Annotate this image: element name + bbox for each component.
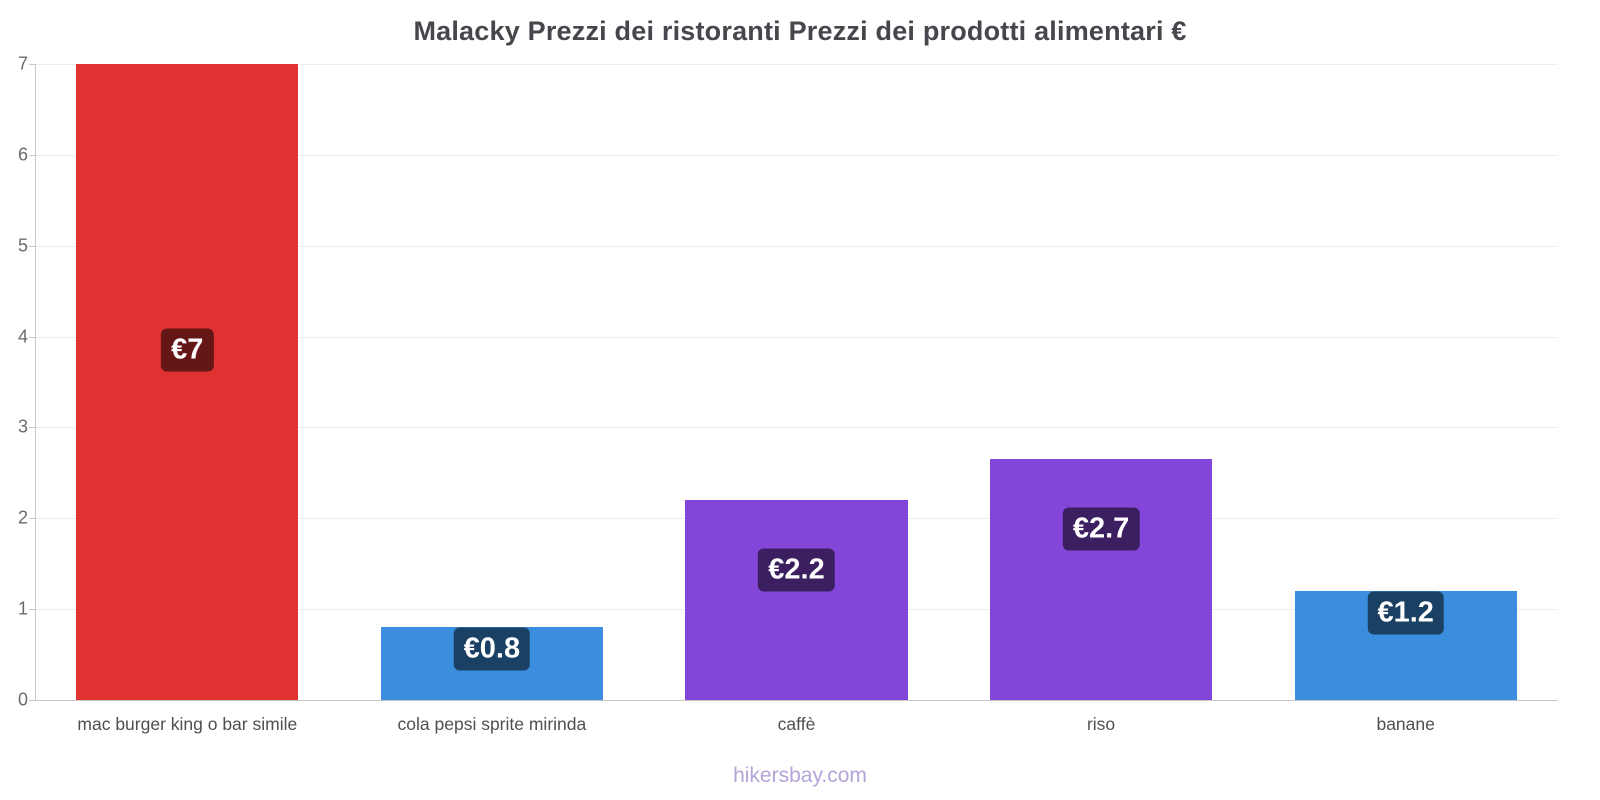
y-axis-tick-label: 2 bbox=[17, 507, 28, 528]
y-axis-tick-label: 6 bbox=[17, 144, 28, 165]
y-axis-tick bbox=[29, 154, 36, 156]
bar-4 bbox=[989, 459, 1213, 700]
bar-slot: €0.8 bbox=[340, 64, 645, 700]
y-axis-tick bbox=[29, 609, 36, 611]
gridline bbox=[35, 154, 1558, 156]
y-axis-tick bbox=[29, 64, 36, 65]
y-axis-tick-label: 3 bbox=[17, 416, 28, 437]
bar-1 bbox=[76, 64, 299, 700]
chart-title: Malacky Prezzi dei ristoranti Prezzi dei… bbox=[413, 16, 1187, 46]
x-axis-baseline bbox=[35, 700, 1558, 701]
y-axis-tick bbox=[29, 336, 36, 338]
y-axis-tick bbox=[29, 245, 36, 247]
category-label: mac burger king o bar simile bbox=[77, 714, 298, 734]
bar-slot: €1.2 bbox=[1253, 64, 1558, 700]
category-label: caffè bbox=[777, 714, 816, 734]
y-axis-tick-label: 4 bbox=[17, 326, 28, 347]
bar-slot: €7 bbox=[35, 64, 340, 700]
y-axis-tick-label: 0 bbox=[17, 689, 28, 710]
bar-value-label: €1.2 bbox=[1367, 591, 1444, 635]
gridline bbox=[35, 427, 1558, 429]
bar-value-label: €2.7 bbox=[1062, 507, 1140, 551]
plot-bars: €7 €0.8 €2.2 €2.7 €1.2 bbox=[35, 64, 1558, 700]
y-axis-tick-label: 5 bbox=[17, 235, 28, 256]
gridline bbox=[35, 336, 1558, 338]
bar-value-label: €7 bbox=[161, 328, 214, 372]
y-axis-tick bbox=[29, 700, 36, 701]
y-axis-line bbox=[35, 64, 36, 701]
category-label: banane bbox=[1376, 714, 1435, 734]
gridline bbox=[35, 245, 1558, 247]
bar-value-label: €0.8 bbox=[453, 627, 531, 671]
category-label: cola pepsi sprite mirinda bbox=[397, 714, 587, 734]
y-axis-tick-label: 7 bbox=[17, 53, 28, 74]
y-axis-tick bbox=[29, 427, 36, 429]
bar-slot: €2.7 bbox=[949, 64, 1254, 700]
bar-slot: €2.2 bbox=[644, 64, 949, 700]
gridline bbox=[35, 64, 1558, 65]
x-axis-category-labels: mac burger king o bar simile cola pepsi s… bbox=[35, 714, 1558, 735]
bar-3 bbox=[685, 500, 908, 700]
footer-link[interactable]: hikersbay.com bbox=[733, 764, 867, 787]
category-label: riso bbox=[1086, 714, 1116, 734]
y-axis-tick bbox=[29, 518, 36, 520]
bar-value-label: €2.2 bbox=[758, 548, 835, 592]
y-axis-tick-label: 1 bbox=[17, 598, 28, 619]
